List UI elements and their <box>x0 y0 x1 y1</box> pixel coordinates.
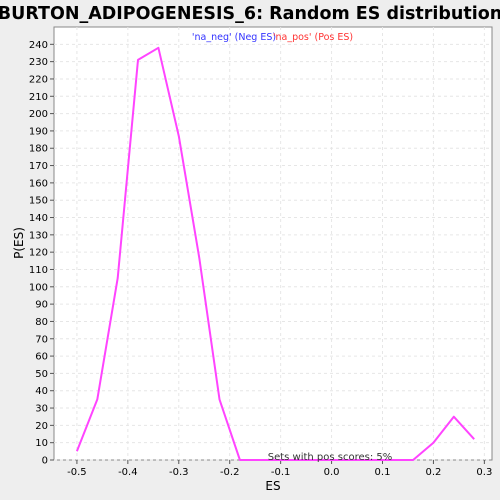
series-line <box>75 46 475 461</box>
y-tick-label: 240 <box>29 40 48 51</box>
x-tick-label: -0.2 <box>220 467 240 478</box>
x-tick-label: -0.3 <box>169 467 189 478</box>
legend: 'na_neg' (Neg ES) 'na_pos' (Pos ES) <box>192 32 353 43</box>
y-tick-label: 40 <box>35 386 48 397</box>
y-tick-label: 130 <box>29 230 48 241</box>
x-axis-label: ES <box>265 479 280 493</box>
y-tick-label: 200 <box>29 109 48 120</box>
y-tick-label: 180 <box>29 144 48 155</box>
legend-entry-pos: 'na_pos' (Pos ES) <box>273 32 353 43</box>
y-tick-label: 120 <box>29 248 48 259</box>
y-tick-label: 10 <box>35 438 48 449</box>
x-tick-label: -0.4 <box>118 467 138 478</box>
y-tick-label: 110 <box>29 265 48 276</box>
legend-entry-neg: 'na_neg' (Neg ES) <box>192 32 276 43</box>
chart-title: BURTON_ADIPOGENESIS_6: Random ES distrib… <box>0 4 500 24</box>
series-layer <box>75 46 475 461</box>
y-tick-label: 20 <box>35 421 48 432</box>
y-tick-label: 0 <box>42 456 48 467</box>
y-axis-label: P(ES) <box>12 227 26 259</box>
annotation-text: Sets with pos scores: 5% <box>268 452 393 463</box>
y-tick-label: 220 <box>29 74 48 85</box>
plot-area <box>53 26 493 461</box>
y-tick-label: 170 <box>29 161 48 172</box>
y-tick-label: 150 <box>29 196 48 207</box>
x-tick-label: 0.0 <box>324 467 340 478</box>
y-tick-label: 70 <box>35 334 48 345</box>
y-tick-label: 100 <box>29 282 48 293</box>
x-tick-label: 0.2 <box>425 467 441 478</box>
y-tick-label: 80 <box>35 317 48 328</box>
y-tick-label: 30 <box>35 404 48 415</box>
y-tick-label: 50 <box>35 369 48 380</box>
x-tick-label: 0.3 <box>476 467 492 478</box>
y-tick-label: 210 <box>29 92 48 103</box>
x-tick-label: 0.1 <box>375 467 391 478</box>
y-tick-label: 60 <box>35 352 48 363</box>
x-tick-label: -0.5 <box>67 467 87 478</box>
y-tick-label: 190 <box>29 126 48 137</box>
y-tick-label: 230 <box>29 57 48 68</box>
x-tick-label: -0.1 <box>271 467 291 478</box>
y-tick-label: 160 <box>29 178 48 189</box>
y-tick-label: 140 <box>29 213 48 224</box>
y-tick-label: 90 <box>35 300 48 311</box>
axes: 0 10 20 30 40 50 60 70 80 90 100 110 120 130 140 150 160… <box>29 40 492 478</box>
